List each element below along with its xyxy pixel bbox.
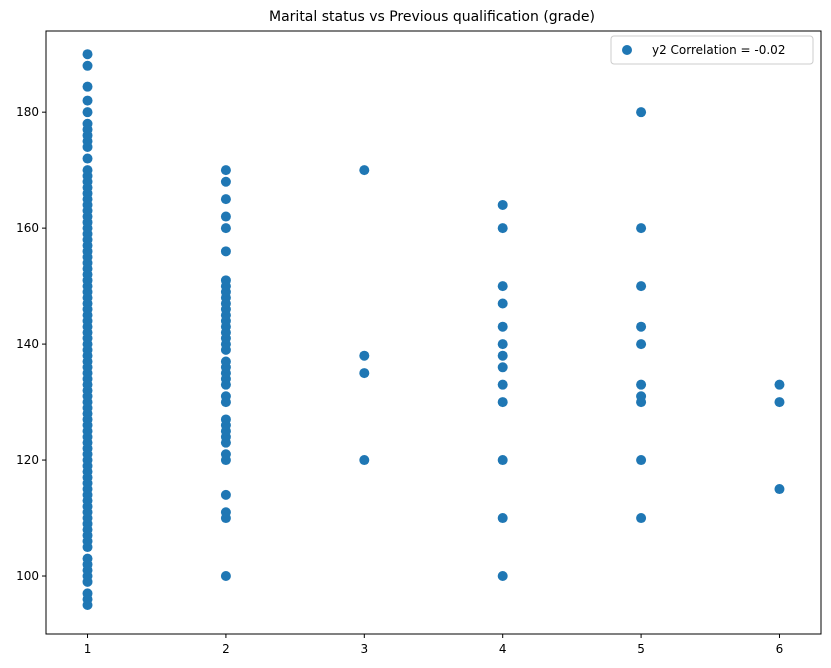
data-point xyxy=(82,588,93,599)
data-point xyxy=(497,362,508,373)
data-point xyxy=(636,107,647,118)
data-point xyxy=(82,81,93,92)
data-point xyxy=(220,571,231,582)
points-layer xyxy=(82,49,785,611)
data-point xyxy=(497,223,508,234)
data-point xyxy=(220,275,231,286)
data-point xyxy=(359,455,370,466)
data-point xyxy=(82,153,93,164)
data-point xyxy=(82,95,93,106)
data-point xyxy=(636,339,647,350)
y-tick-label: 100 xyxy=(16,569,39,583)
chart-title: Marital status vs Previous qualification… xyxy=(269,9,595,25)
data-point xyxy=(774,484,785,495)
data-point xyxy=(220,223,231,234)
x-tick-label: 1 xyxy=(84,642,92,656)
data-point xyxy=(497,281,508,292)
data-point xyxy=(774,397,785,408)
legend-label: y2 Correlation = -0.02 xyxy=(652,43,785,57)
data-point xyxy=(220,176,231,187)
data-point xyxy=(220,246,231,257)
data-point xyxy=(220,391,231,402)
data-point xyxy=(220,489,231,500)
y-axis: 100 120 140 160 180 xyxy=(16,105,46,583)
data-point xyxy=(636,513,647,524)
data-point xyxy=(636,321,647,332)
data-point xyxy=(82,165,93,176)
data-point xyxy=(497,571,508,582)
data-point xyxy=(220,194,231,205)
data-point xyxy=(220,507,231,518)
legend-marker xyxy=(622,45,632,55)
data-point xyxy=(359,165,370,176)
data-point xyxy=(636,391,647,402)
x-tick-label: 5 xyxy=(637,642,645,656)
x-tick-label: 2 xyxy=(222,642,230,656)
data-point xyxy=(497,455,508,466)
x-tick-label: 4 xyxy=(499,642,507,656)
plot-frame xyxy=(45,30,822,635)
data-point xyxy=(82,107,93,118)
data-point xyxy=(497,513,508,524)
data-point xyxy=(636,223,647,234)
legend-box xyxy=(610,35,814,65)
data-point xyxy=(220,211,231,222)
data-point xyxy=(220,414,231,425)
data-point xyxy=(82,49,93,60)
data-point xyxy=(82,60,93,71)
data-point xyxy=(220,165,231,176)
data-point xyxy=(359,350,370,361)
data-point xyxy=(497,397,508,408)
data-point xyxy=(636,281,647,292)
x-axis: 1 2 3 4 5 6 xyxy=(84,634,784,656)
data-point xyxy=(497,298,508,309)
data-point xyxy=(636,379,647,390)
x-tick-label: 3 xyxy=(360,642,368,656)
data-point xyxy=(497,379,508,390)
y-tick-label: 180 xyxy=(16,105,39,119)
data-point xyxy=(220,449,231,460)
x-tick-label: 6 xyxy=(776,642,784,656)
data-point xyxy=(497,321,508,332)
data-point xyxy=(82,553,93,564)
legend: y2 Correlation = -0.02 xyxy=(610,35,814,65)
data-point xyxy=(497,339,508,350)
data-point xyxy=(82,118,93,129)
data-point xyxy=(497,199,508,210)
data-point xyxy=(359,368,370,379)
data-point xyxy=(774,379,785,390)
data-point xyxy=(497,350,508,361)
y-tick-label: 140 xyxy=(16,337,39,351)
data-point xyxy=(636,455,647,466)
y-tick-label: 120 xyxy=(16,453,39,467)
y-tick-label: 160 xyxy=(16,221,39,235)
data-point xyxy=(220,356,231,367)
